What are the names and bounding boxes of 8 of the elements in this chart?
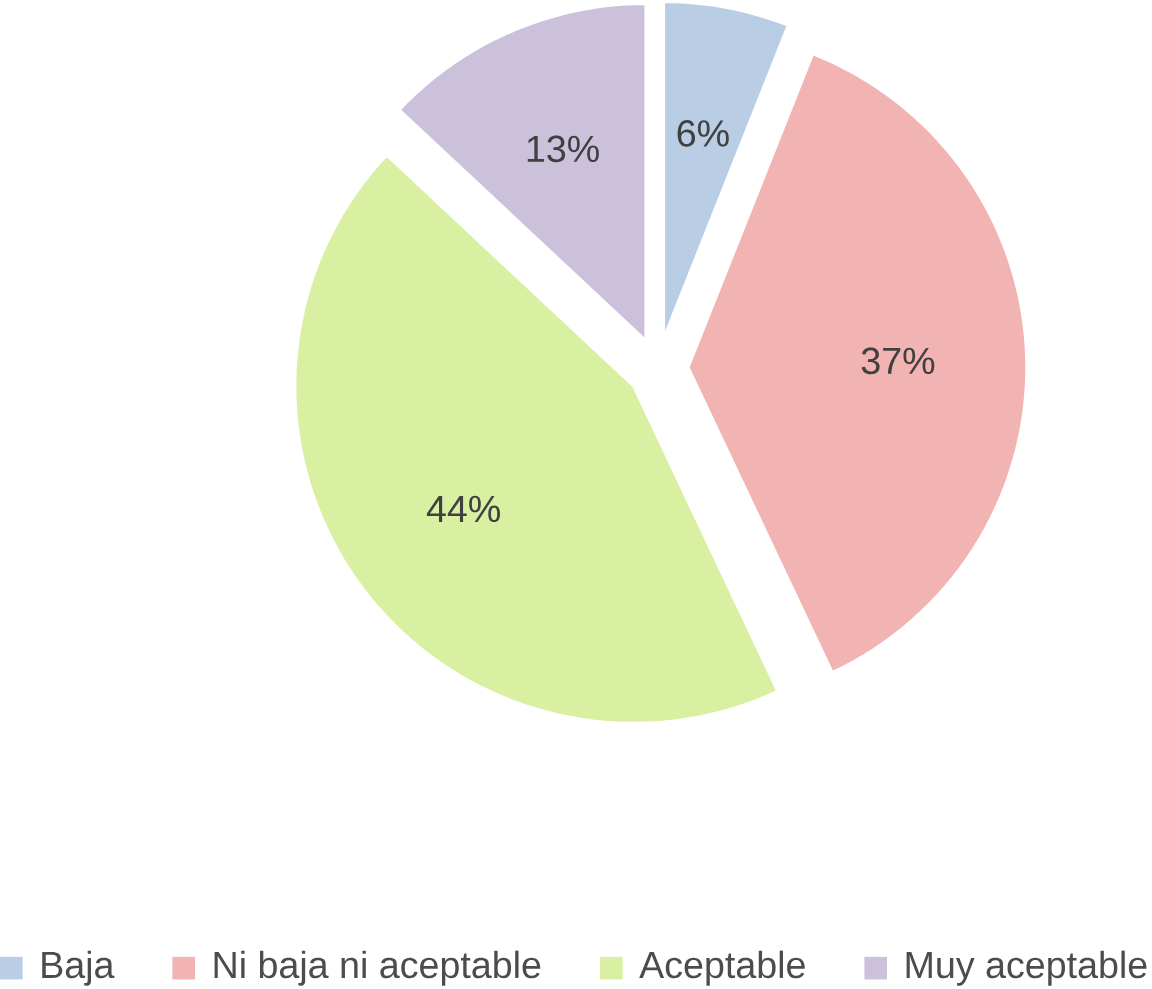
legend-label: Muy aceptable [906,950,1147,986]
data-label: 44% [426,495,500,522]
legend-label: Aceptable [639,950,805,986]
legend-label: Ni baja ni aceptable [214,950,541,986]
legend-label: Baja [42,950,115,986]
data-label: 6% [677,119,729,147]
data-label: 37% [861,347,935,374]
data-label: 13% [527,135,599,162]
